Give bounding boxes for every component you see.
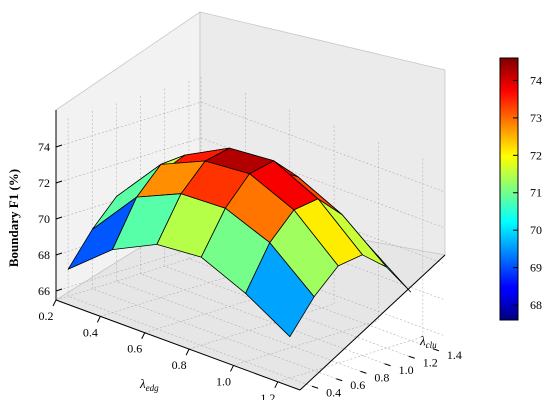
x-tick-label: 1.0 [216, 374, 231, 388]
z-grid-line [55, 101, 446, 193]
z-grid-line [55, 209, 446, 301]
z-tick-mark [55, 144, 63, 148]
x-tick-label: 0.2 [39, 309, 54, 323]
y-axis-label: λclu [419, 333, 437, 350]
x-axis-line [55, 299, 301, 391]
x-tick-mark [96, 316, 101, 323]
y-grid-line [67, 116, 313, 387]
y-tick-label: 0.8 [374, 370, 389, 384]
x-tick-mark [274, 381, 279, 389]
x-tick-mark [230, 365, 234, 372]
y-tick-labels: 0.4 0.6 0.8 1.0 1.2 1.4 [311, 348, 462, 399]
y-grid-line [164, 86, 409, 357]
colorbar-gradient [499, 57, 519, 321]
y-grid-line [188, 78, 434, 350]
y-tick-mark [360, 370, 367, 374]
z-tick-mark [55, 216, 63, 220]
x-tick-labels: 0.2 0.4 0.6 0.8 1.0 1.2 [39, 299, 279, 400]
y-axis-line [299, 254, 446, 391]
axes [55, 110, 446, 391]
y-tick-mark [384, 363, 391, 367]
y-tick-mark [432, 348, 440, 352]
x-tick-label: 0.4 [83, 325, 98, 339]
x-tick-mark [141, 332, 146, 339]
y-tick-label: 0.6 [350, 378, 365, 392]
colorbar-tick-label: 71 [530, 186, 542, 200]
y-tick-label: 0.4 [326, 385, 341, 399]
surface-mesh [67, 147, 412, 338]
z-grid-line [55, 173, 446, 265]
z-tick-labels: 66 68 70 72 74 [38, 140, 63, 298]
x-axis-label: λedg [139, 376, 159, 393]
x-tick-mark [185, 348, 190, 356]
z-tick-label: 74 [38, 140, 50, 154]
z-tick-label: 68 [38, 248, 50, 262]
z-tick-label: 72 [38, 176, 50, 190]
y-tick-label: 1.4 [447, 348, 462, 362]
z-axis-label: Boundary F1 (%) [6, 169, 21, 267]
colorbar: 68 69 70 71 72 73 74 [499, 57, 542, 321]
z-grid-line [55, 245, 446, 337]
colorbar-tick-label: 68 [530, 298, 542, 312]
y-grid-line [116, 101, 361, 372]
z-tick-label: 70 [38, 212, 50, 226]
y-tick-mark [311, 385, 319, 389]
z-tick-mark [55, 288, 63, 292]
colorbar-tick-label: 73 [530, 111, 542, 125]
x-tick-label: 0.6 [127, 342, 142, 356]
colorbar-tick-label: 72 [530, 148, 542, 162]
y-grid-line [91, 108, 337, 380]
y-tick-mark [336, 378, 343, 382]
z-grid-line [55, 137, 446, 229]
colorbar-tick-label: 74 [530, 73, 542, 87]
x-tick-mark [52, 299, 57, 307]
z-tick-mark [55, 180, 63, 184]
y-tick-mark [408, 355, 415, 359]
z-tick-label: 66 [38, 284, 50, 298]
x-tick-label: 0.8 [172, 358, 187, 372]
surface-patch [67, 196, 138, 270]
colorbar-tick-label: 69 [530, 261, 542, 275]
colorbar-ticks: 68 69 70 71 72 73 74 [513, 73, 542, 312]
y-tick-label: 1.2 [423, 355, 438, 369]
colorbar-tick-label: 70 [530, 223, 542, 237]
y-grid-line [140, 93, 385, 365]
z-tick-mark [55, 252, 63, 256]
x-tick-label: 1.2 [260, 391, 275, 400]
grid-lines [55, 75, 446, 387]
y-tick-label: 1.0 [399, 363, 414, 377]
